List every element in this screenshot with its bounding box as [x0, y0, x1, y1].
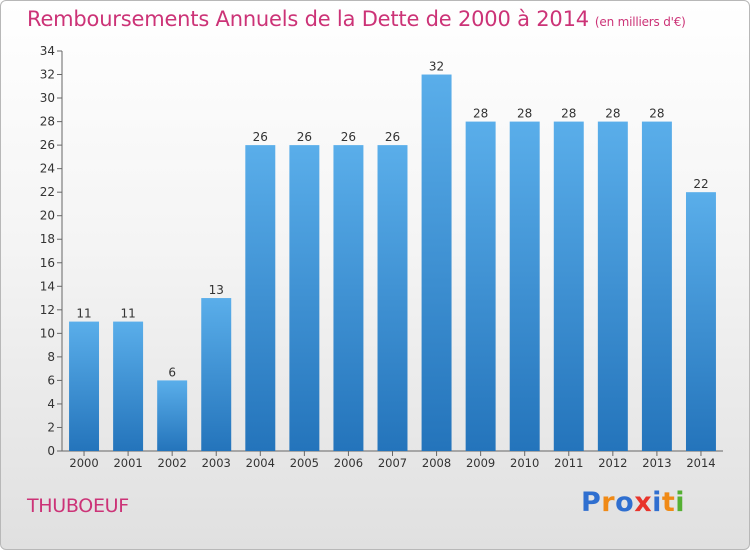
- commune-name: THUBOEUF: [27, 495, 129, 517]
- y-tick-label: 6: [47, 373, 55, 387]
- bar-2014: [685, 192, 716, 452]
- bar-2011: [553, 121, 584, 452]
- x-tick-label: 2003: [202, 456, 231, 470]
- bar-2012: [597, 121, 628, 452]
- data-label: 26: [297, 130, 312, 144]
- bar-2000: [69, 321, 100, 451]
- y-tick-label: 30: [40, 91, 55, 105]
- x-tick-label: 2010: [510, 456, 539, 470]
- y-tick-label: 22: [40, 185, 55, 199]
- x-axis: 2000 2001 2002 2003 2004 2005 2006 2007 2008 2009…: [62, 450, 723, 470]
- bar-2007: [377, 145, 408, 451]
- data-label: 26: [253, 130, 268, 144]
- data-label: 28: [473, 107, 488, 121]
- y-tick-label: 16: [40, 256, 55, 270]
- data-labels: 11 11 6 13 26 26 26 26 32 28 28 28 28 28 22: [76, 60, 708, 380]
- y-tick-label: 4: [47, 397, 55, 411]
- x-tick-label: 2012: [598, 456, 627, 470]
- logo-letter: t: [661, 487, 676, 518]
- bar-2009: [465, 121, 496, 452]
- y-tick-label: 12: [40, 303, 55, 317]
- x-tick-label: 2001: [113, 456, 142, 470]
- data-label: 28: [649, 107, 664, 121]
- y-tick-label: 26: [40, 138, 55, 152]
- bar-2003: [201, 298, 232, 451]
- x-tick-label: 2013: [642, 456, 671, 470]
- unit-note: (en milliers d'€): [594, 15, 686, 29]
- proxiti-logo[interactable]: Proxiti: [581, 487, 685, 518]
- bar-2013: [641, 121, 672, 452]
- x-tick-label: 2009: [466, 456, 495, 470]
- y-tick-label: 32: [40, 68, 55, 82]
- bar-2010: [509, 121, 540, 452]
- y-tick-label: 24: [40, 162, 55, 176]
- x-tick-label: 2000: [69, 456, 98, 470]
- data-label: 22: [693, 177, 708, 191]
- data-label: 6: [168, 365, 176, 379]
- data-label: 28: [517, 107, 532, 121]
- logo-letter: i: [652, 487, 662, 518]
- y-tick-label: 8: [47, 350, 55, 364]
- data-label: 26: [385, 130, 400, 144]
- logo-letter: r: [601, 487, 616, 518]
- y-tick-label: 34: [40, 44, 55, 58]
- data-label: 13: [209, 283, 224, 297]
- x-tick-label: 2014: [686, 456, 715, 470]
- x-tick-label: 2005: [290, 456, 319, 470]
- y-tick-label: 14: [40, 279, 55, 293]
- bars: [69, 74, 716, 452]
- data-label: 26: [341, 130, 356, 144]
- y-tick-label: 18: [40, 232, 55, 246]
- x-tick-label: 2004: [246, 456, 275, 470]
- bar-2008: [421, 74, 452, 451]
- data-label: 11: [120, 307, 135, 321]
- logo-letter: x: [634, 487, 653, 518]
- data-label: 32: [429, 60, 444, 74]
- y-tick-label: 20: [40, 209, 55, 223]
- bar-2004: [245, 145, 276, 451]
- y-tick-label: 2: [47, 420, 55, 434]
- logo-letter: P: [581, 487, 602, 518]
- data-label: 11: [76, 307, 91, 321]
- y-tick-label: 10: [40, 326, 55, 340]
- bar-2005: [289, 145, 320, 451]
- x-tick-label: 2002: [158, 456, 187, 470]
- logo-letter: i: [675, 487, 686, 518]
- data-label: 28: [605, 107, 620, 121]
- data-label: 28: [561, 107, 576, 121]
- logo-letter: o: [615, 487, 635, 518]
- y-tick-label: 0: [47, 444, 55, 458]
- bar-2006: [333, 145, 364, 451]
- x-tick-label: 2006: [334, 456, 363, 470]
- x-tick-label: 2007: [378, 456, 407, 470]
- bar-2002: [157, 380, 188, 451]
- bar-2001: [113, 321, 144, 451]
- chart-title: Remboursements Annuels de la Dette de 20…: [27, 7, 686, 31]
- x-tick-label: 2011: [554, 456, 583, 470]
- x-tick-label: 2008: [422, 456, 451, 470]
- y-tick-label: 28: [40, 115, 55, 129]
- chart-title-text: Remboursements Annuels de la Dette de 20…: [27, 7, 589, 31]
